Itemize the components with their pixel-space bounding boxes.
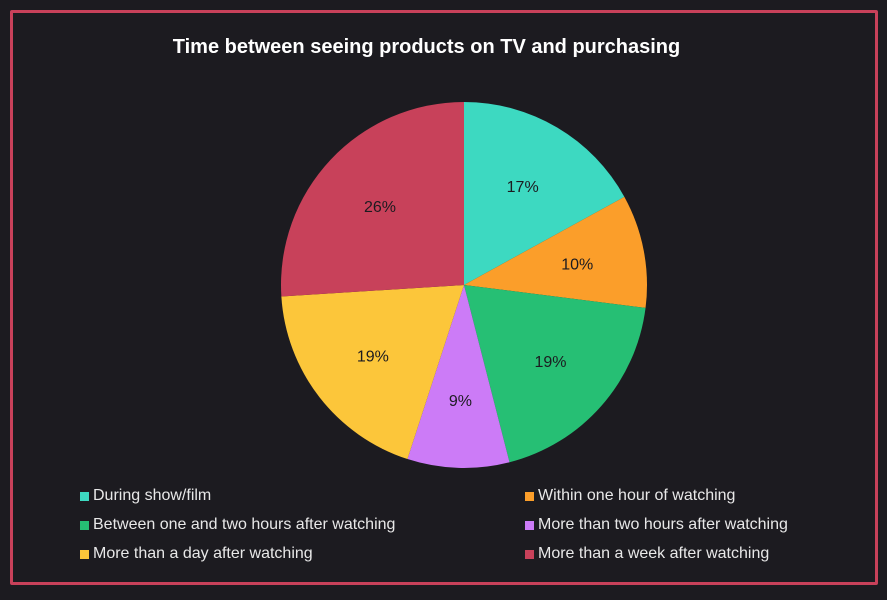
legend-swatch: [80, 549, 89, 559]
legend-swatch: [80, 491, 89, 501]
slice-label: 17%: [507, 179, 539, 196]
legend-label: Within one hour of watching: [538, 487, 736, 504]
slice-label: 19%: [534, 354, 566, 371]
legend-label: More than a day after watching: [93, 545, 313, 562]
legend-item[interactable]: More than a day after watching: [80, 545, 313, 563]
legend-item[interactable]: More than a week after watching: [525, 545, 769, 563]
pie-slice[interactable]: [407, 285, 510, 468]
slice-label: 19%: [357, 349, 389, 366]
legend-swatch: [80, 520, 89, 530]
slice-label: 10%: [561, 256, 593, 273]
legend-item[interactable]: Between one and two hours after watching: [80, 516, 395, 534]
pie-slice[interactable]: [281, 285, 464, 460]
legend-label: More than a week after watching: [538, 545, 770, 562]
legend-label: During show/film: [93, 487, 212, 504]
slice-label: 26%: [364, 199, 396, 216]
chart-title: Time between seeing products on TV and p…: [172, 36, 681, 58]
pie-slice[interactable]: [464, 196, 648, 308]
pie-slice[interactable]: [464, 285, 646, 463]
legend-label: Between one and two hours after watching: [93, 516, 396, 533]
chart-frame: [10, 10, 878, 585]
slice-label: 9%: [449, 393, 472, 410]
legend-swatch: [525, 549, 534, 559]
legend-item[interactable]: More than two hours after watching: [525, 516, 788, 534]
legend-label: More than two hours after watching: [538, 516, 788, 533]
legend-swatch: [525, 491, 534, 501]
pie-slice[interactable]: [281, 102, 464, 297]
pie-slice[interactable]: [464, 102, 625, 285]
legend-item[interactable]: Within one hour of watching: [525, 487, 735, 505]
legend-swatch: [525, 520, 534, 530]
legend-item[interactable]: During show/film: [80, 487, 211, 505]
